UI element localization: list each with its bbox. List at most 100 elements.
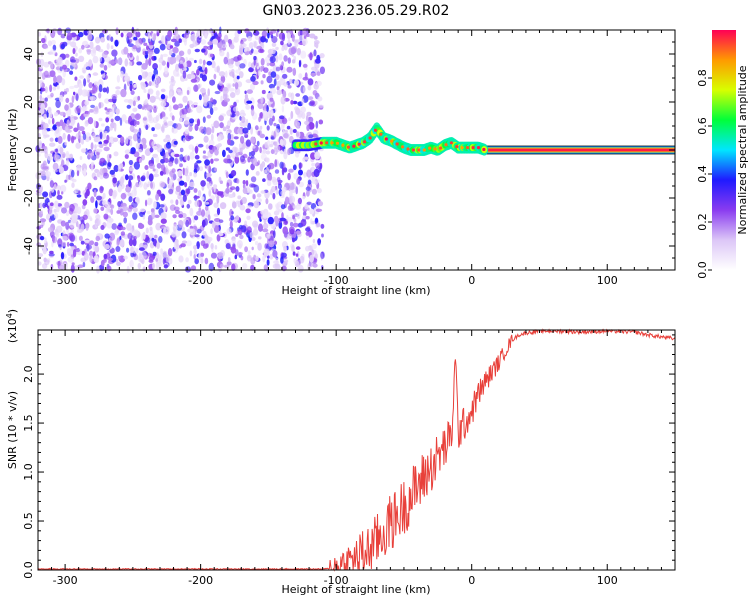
noise-blob — [279, 115, 285, 120]
noise-blob — [245, 79, 252, 84]
noise-blob — [53, 75, 57, 84]
noise-blob — [306, 111, 312, 117]
ridge-core — [352, 144, 356, 148]
noise-blob — [82, 214, 88, 220]
noise-blob — [160, 212, 167, 220]
noise-blob — [207, 237, 213, 242]
noise-blob — [313, 49, 317, 57]
noise-blob — [138, 74, 143, 81]
noise-blob — [198, 34, 203, 39]
noise-blob — [301, 98, 305, 106]
noise-blob — [189, 151, 195, 160]
noise-blob — [152, 133, 158, 138]
noise-blob — [147, 219, 153, 226]
noise-blob — [142, 266, 146, 272]
noise-blob — [149, 228, 154, 237]
noise-blob — [161, 35, 165, 44]
noise-blob — [289, 29, 293, 35]
noise-blob — [250, 108, 255, 117]
noise-blob — [138, 247, 145, 251]
noise-blob — [200, 209, 206, 217]
noise-blob — [167, 248, 173, 257]
noise-blob — [287, 38, 291, 45]
noise-blob — [159, 204, 165, 208]
noise-blob — [164, 66, 169, 75]
noise-blob — [134, 229, 139, 236]
noise-blob — [227, 39, 232, 44]
noise-blob — [132, 30, 136, 34]
noise-blob — [116, 57, 123, 65]
noise-blob — [179, 64, 185, 69]
noise-blob — [299, 255, 305, 264]
noise-blob — [81, 44, 85, 50]
noise-blob — [145, 227, 149, 234]
noise-blob — [69, 242, 74, 247]
noise-blob — [152, 251, 157, 256]
noise-blob — [89, 109, 94, 113]
noise-blob — [171, 115, 175, 121]
noise-blob — [145, 124, 149, 130]
y-tick-label: 0.5 — [22, 512, 35, 530]
noise-blob — [134, 113, 141, 120]
colorbar-tick-label: 0.8 — [696, 69, 709, 87]
noise-blob — [237, 127, 243, 135]
noise-blob — [64, 201, 70, 209]
noise-blob — [108, 142, 112, 148]
noise-blob — [108, 60, 116, 65]
y-multiplier: (x104) — [5, 309, 19, 343]
noise-blob — [279, 138, 284, 146]
noise-blob — [281, 105, 285, 113]
noise-blob — [133, 236, 137, 240]
snr-frame — [37, 329, 676, 571]
noise-blob — [126, 247, 130, 253]
noise-blob — [57, 56, 63, 64]
noise-blob — [252, 80, 259, 86]
noise-blob — [99, 144, 104, 149]
noise-blob — [84, 192, 88, 199]
noise-blob — [252, 40, 258, 48]
noise-blob — [175, 185, 181, 192]
noise-blob — [110, 204, 115, 209]
noise-blob — [279, 161, 284, 169]
noise-blob — [156, 241, 161, 249]
noise-blob — [112, 177, 117, 184]
noise-blob — [188, 218, 192, 226]
noise-blob — [210, 158, 214, 164]
noise-blob — [170, 199, 174, 204]
noise-blob — [69, 70, 74, 75]
noise-blob — [162, 250, 167, 259]
noise-blob — [92, 132, 96, 139]
noise-blob — [275, 189, 279, 195]
noise-blob — [201, 196, 205, 201]
noise-blob — [184, 266, 192, 273]
noise-blob — [119, 117, 123, 127]
noise-blob — [265, 136, 269, 140]
noise-blob — [298, 59, 302, 68]
noise-blob — [53, 212, 59, 219]
noise-blob — [315, 58, 321, 64]
noise-blob — [194, 234, 200, 238]
noise-blob — [297, 48, 301, 56]
noise-blob — [76, 229, 83, 233]
noise-blob — [154, 95, 160, 100]
noise-blob — [201, 48, 206, 53]
noise-blob — [307, 96, 314, 100]
noise-blob — [275, 74, 280, 80]
noise-blob — [189, 250, 193, 257]
noise-blob — [148, 116, 155, 124]
noise-blob — [99, 56, 102, 63]
noise-blob — [132, 207, 138, 213]
noise-blob — [163, 227, 167, 235]
noise-blob — [295, 151, 300, 158]
noise-blob — [317, 239, 322, 244]
noise-blob — [184, 155, 188, 161]
noise-blob — [65, 221, 70, 230]
noise-blob — [153, 201, 157, 209]
ridge-core — [422, 148, 426, 152]
noise-blob — [265, 150, 271, 155]
noise-blob — [137, 95, 141, 101]
noise-blob — [289, 127, 293, 135]
noise-blob — [197, 143, 204, 148]
ridge-core — [406, 147, 410, 151]
noise-blob — [150, 182, 153, 189]
